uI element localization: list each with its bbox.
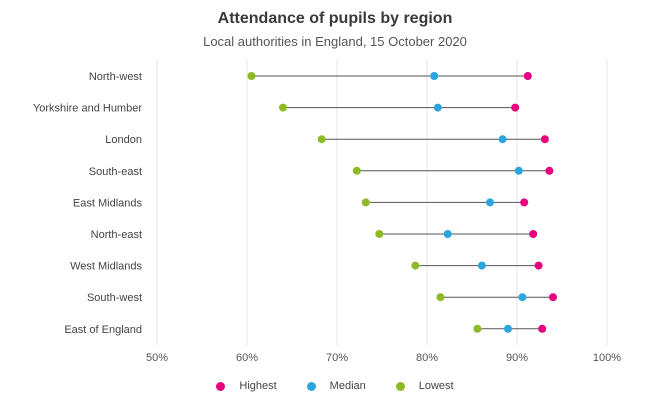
point-median (486, 198, 494, 207)
point-lowest (352, 166, 361, 175)
category-label: East Midlands (73, 197, 143, 209)
point-highest (545, 166, 554, 175)
point-median (433, 103, 442, 112)
legend-label-median: Median (329, 380, 366, 392)
point-highest (523, 72, 532, 80)
point-highest (520, 198, 529, 207)
point-lowest (279, 103, 287, 112)
point-median (514, 166, 523, 175)
point-highest (529, 230, 538, 238)
legend: Highest Median Lowest (0, 380, 670, 392)
point-highest (540, 135, 549, 144)
chart-subtitle: Local authorities in England, 15 October… (203, 34, 467, 49)
legend-label-highest: Highest (239, 380, 277, 392)
legend-item-highest: Highest (216, 380, 277, 392)
legend-swatch-median (306, 381, 316, 391)
x-tick-label: 100% (593, 352, 621, 364)
legend-swatch-highest (216, 381, 226, 391)
point-lowest (436, 293, 445, 302)
point-lowest (361, 198, 370, 207)
point-lowest (473, 324, 482, 333)
legend-label-lowest: Lowest (418, 380, 454, 392)
point-median (504, 324, 512, 333)
point-median (498, 135, 507, 144)
point-highest (511, 103, 520, 112)
point-lowest (375, 230, 384, 238)
legend-item-median: Median (306, 380, 366, 392)
x-tick-label: 80% (416, 352, 438, 364)
category-label: North-west (89, 71, 142, 83)
point-median (430, 72, 439, 80)
chart-title: Attendance of pupils by region (217, 10, 453, 27)
x-tick-label: 70% (326, 352, 348, 364)
x-tick-label: 60% (236, 352, 258, 364)
point-lowest (247, 72, 256, 80)
category-label: Yorkshire and Humber (33, 103, 142, 115)
point-median (443, 230, 452, 238)
category-label: South-east (89, 166, 142, 178)
point-highest (538, 324, 547, 333)
point-median (518, 293, 527, 302)
point-median (477, 261, 486, 270)
point-highest (549, 293, 557, 302)
point-highest (534, 261, 543, 270)
category-label: South-west (87, 292, 142, 304)
legend-item-lowest: Lowest (395, 380, 454, 392)
category-label: East of England (64, 324, 142, 336)
legend-swatch-lowest (395, 381, 405, 391)
point-lowest (317, 135, 326, 144)
point-lowest (411, 261, 420, 270)
category-label: London (105, 134, 142, 146)
category-label: North-east (91, 229, 142, 241)
category-label: West Midlands (70, 261, 142, 273)
x-tick-label: 50% (146, 352, 168, 364)
x-tick-label: 90% (506, 352, 528, 364)
